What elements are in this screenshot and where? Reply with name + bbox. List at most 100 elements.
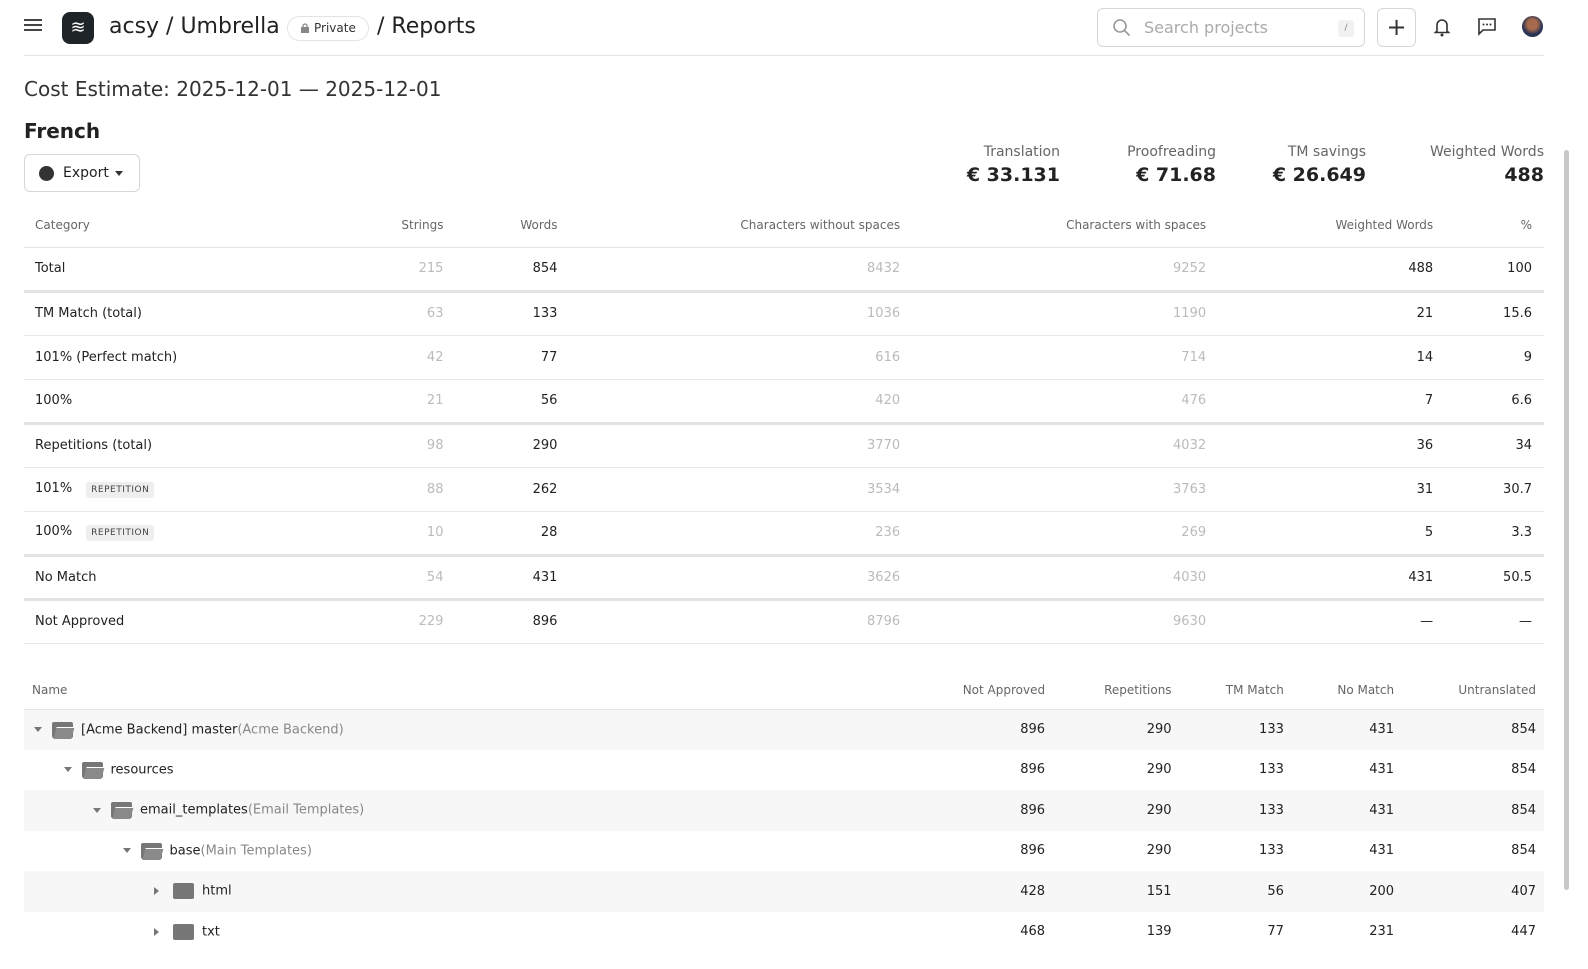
- lock-icon: [301, 23, 309, 33]
- value-cell: 200: [1291, 871, 1403, 912]
- value-cell: 290: [455, 423, 570, 468]
- column-header[interactable]: Repetitions: [1053, 671, 1180, 710]
- value-cell: 896: [904, 709, 1054, 750]
- chevron-down-icon[interactable]: [122, 848, 131, 857]
- column-header[interactable]: Untranslated: [1402, 671, 1544, 710]
- value-cell: 896: [904, 790, 1054, 831]
- column-header[interactable]: Category: [24, 203, 333, 248]
- table-row: 100% 21 56 420 476 7 6.6: [24, 379, 1544, 425]
- chevron-down-icon[interactable]: [93, 807, 101, 817]
- tree-row[interactable]: resources 896 290 133 431 854: [24, 750, 1544, 791]
- chevron-down-icon[interactable]: [34, 727, 42, 736]
- value-cell: 3534: [569, 467, 913, 512]
- value-cell: 9630: [912, 599, 1219, 644]
- stat-value: € 33.131: [966, 164, 1060, 186]
- item-name[interactable]: base: [169, 843, 201, 859]
- value-cell: 447: [1511, 924, 1536, 940]
- search-input[interactable]: Search projects /: [1097, 8, 1365, 47]
- name-cell: email_templates(Email Templates): [24, 790, 904, 831]
- tree-row[interactable]: base(Main Templates) 896 290 133 431 854: [24, 831, 1544, 872]
- value-cell: 714: [912, 335, 1219, 380]
- value-cell: 8432: [569, 247, 913, 293]
- category-cell: No Match: [24, 555, 333, 601]
- value-cell: 133: [455, 291, 570, 336]
- item-name[interactable]: email_templates: [140, 802, 248, 818]
- value-cell: 56: [1179, 871, 1292, 912]
- folder-open-icon: [81, 761, 103, 778]
- value-cell: 10: [332, 511, 456, 557]
- value-cell: 3626: [569, 555, 913, 601]
- messages-icon[interactable]: [1477, 17, 1497, 36]
- value-cell: 236: [569, 511, 913, 557]
- column-header[interactable]: Weighted Words: [1218, 203, 1446, 248]
- tree-row[interactable]: html 428 151 56 200 407: [24, 871, 1544, 912]
- chevron-right-icon[interactable]: [154, 887, 163, 896]
- table-row: Total 215 854 8432 9252 488 100: [24, 247, 1544, 293]
- item-name[interactable]: html: [202, 883, 232, 899]
- category-label: TM Match (total): [35, 306, 142, 321]
- item-name[interactable]: txt: [202, 924, 220, 940]
- table-row: Not Approved 229 896 8796 9630— —: [24, 599, 1544, 644]
- column-header[interactable]: Words: [455, 203, 570, 248]
- category-label: 100%: [35, 393, 73, 408]
- stat-0: Translation € 33.131: [967, 144, 1060, 186]
- column-header[interactable]: Name: [24, 671, 904, 710]
- chevron-right-icon[interactable]: [154, 927, 163, 936]
- hamburger-menu-icon[interactable]: [24, 19, 42, 33]
- app-logo[interactable]: ≋: [62, 12, 94, 44]
- value-cell: 139: [1146, 924, 1172, 940]
- chevron-down-icon[interactable]: [63, 767, 72, 776]
- column-header[interactable]: Characters without spaces: [569, 203, 913, 248]
- tree-row[interactable]: txt 468 139 77 231 447: [24, 912, 1544, 953]
- value-cell: 9252: [912, 247, 1219, 293]
- folder-open-icon: [111, 802, 132, 819]
- repetition-tag: REPETITION: [86, 481, 155, 498]
- value-cell: 98: [332, 423, 456, 468]
- category-cell: 100%: [24, 379, 333, 425]
- summary-table: Category Strings Words Characters without s…: [24, 203, 1544, 644]
- value-cell: 468: [1020, 924, 1046, 940]
- category-label: Total: [35, 261, 66, 276]
- value-cell: 431: [1218, 555, 1446, 601]
- item-name[interactable]: [Acme Backend] master: [81, 722, 238, 737]
- stat-2: TM savings € 26.649: [1273, 144, 1366, 186]
- table-row: 101% (Perfect match) 42 77 616 714 14 9: [24, 335, 1544, 380]
- column-header[interactable]: Strings: [332, 203, 456, 248]
- value-cell: 616: [569, 335, 913, 380]
- column-header[interactable]: Characters with spaces: [912, 203, 1219, 248]
- column-header[interactable]: No Match: [1291, 671, 1403, 710]
- tree-row[interactable]: email_templates(Email Templates) 896 290 13…: [24, 790, 1544, 831]
- create-button[interactable]: +: [1377, 8, 1416, 47]
- folder-open-icon: [140, 842, 162, 859]
- search-icon: [1113, 19, 1131, 37]
- value-cell: 21: [1218, 291, 1446, 336]
- column-header[interactable]: Not Approved: [904, 671, 1054, 710]
- value-cell: 431: [1369, 762, 1395, 778]
- stat-label: Proofreading: [1127, 144, 1216, 160]
- value-cell: 896: [1020, 843, 1046, 859]
- scrollbar[interactable]: [1564, 150, 1569, 890]
- column-header[interactable]: TM Match: [1179, 671, 1292, 710]
- value-cell: 290: [1053, 790, 1180, 831]
- files-tree-table: Name Not Approved Repetitions TM Match No Ma…: [24, 671, 1544, 952]
- tree-row[interactable]: [Acme Backend] master(Acme Backend) 896 29…: [24, 709, 1544, 750]
- export-button[interactable]: Export: [24, 154, 140, 192]
- value-cell: 100: [1445, 247, 1544, 293]
- table-row: No Match 54 431 3626 4030 431 50.5: [24, 555, 1544, 601]
- stat-3: Weighted Words 488: [1430, 144, 1544, 186]
- bell-icon[interactable]: [1433, 17, 1451, 37]
- value-cell: 34: [1445, 423, 1544, 468]
- item-name[interactable]: resources: [110, 762, 174, 778]
- value-cell: 215: [332, 247, 456, 293]
- category-label: No Match: [35, 569, 97, 585]
- value-cell: 15.6: [1445, 291, 1544, 336]
- avatar[interactable]: [1522, 16, 1543, 37]
- value-cell: —: [1218, 599, 1446, 644]
- table-row: Repetitions (total) 98 290 3770 4032 36 34: [24, 423, 1544, 468]
- value-cell: 290: [1146, 762, 1172, 778]
- value-cell: 854: [455, 247, 570, 293]
- folder-icon: [173, 923, 194, 940]
- value-cell: 488: [1218, 247, 1446, 293]
- breadcrumb-project[interactable]: acsy / Umbrella: [109, 14, 280, 39]
- column-header[interactable]: %: [1445, 203, 1544, 248]
